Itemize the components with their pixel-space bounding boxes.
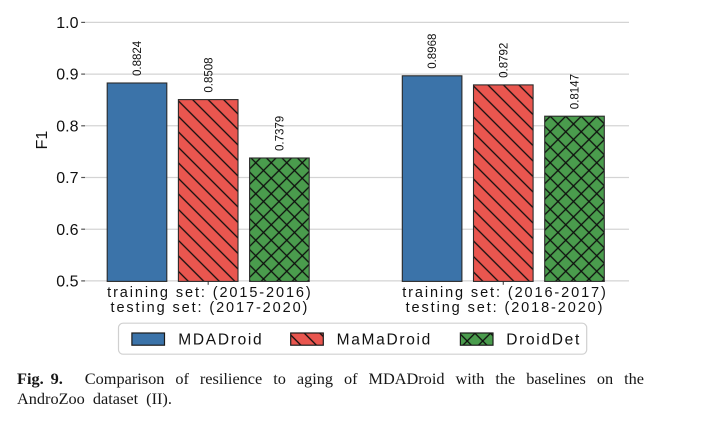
- svg-text:DroidDet: DroidDet: [506, 331, 581, 348]
- svg-text:F1: F1: [34, 131, 51, 150]
- svg-text:testing set: (2018-2020): testing set: (2018-2020): [406, 300, 605, 316]
- svg-text:0.7379: 0.7379: [275, 116, 287, 151]
- svg-text:0.5: 0.5: [56, 274, 78, 291]
- svg-text:0.6: 0.6: [56, 222, 78, 239]
- svg-text:0.8792: 0.8792: [498, 43, 510, 78]
- svg-text:training set: (2015-2016): training set: (2015-2016): [107, 285, 313, 301]
- svg-text:0.8824: 0.8824: [132, 40, 144, 76]
- svg-text:0.9: 0.9: [56, 67, 78, 84]
- svg-text:training set: (2016-2017): training set: (2016-2017): [402, 285, 608, 301]
- svg-text:0.7: 0.7: [56, 170, 78, 187]
- svg-text:testing set: (2017-2020): testing set: (2017-2020): [111, 300, 310, 316]
- svg-text:0.8147: 0.8147: [570, 74, 582, 109]
- svg-text:MaMaDroid: MaMaDroid: [337, 331, 432, 348]
- svg-text:MDADroid: MDADroid: [178, 331, 263, 348]
- svg-text:0.8508: 0.8508: [203, 57, 215, 92]
- svg-text:0.8968: 0.8968: [427, 34, 439, 69]
- svg-text:0.8: 0.8: [56, 118, 78, 135]
- svg-text:1.0: 1.0: [56, 15, 78, 32]
